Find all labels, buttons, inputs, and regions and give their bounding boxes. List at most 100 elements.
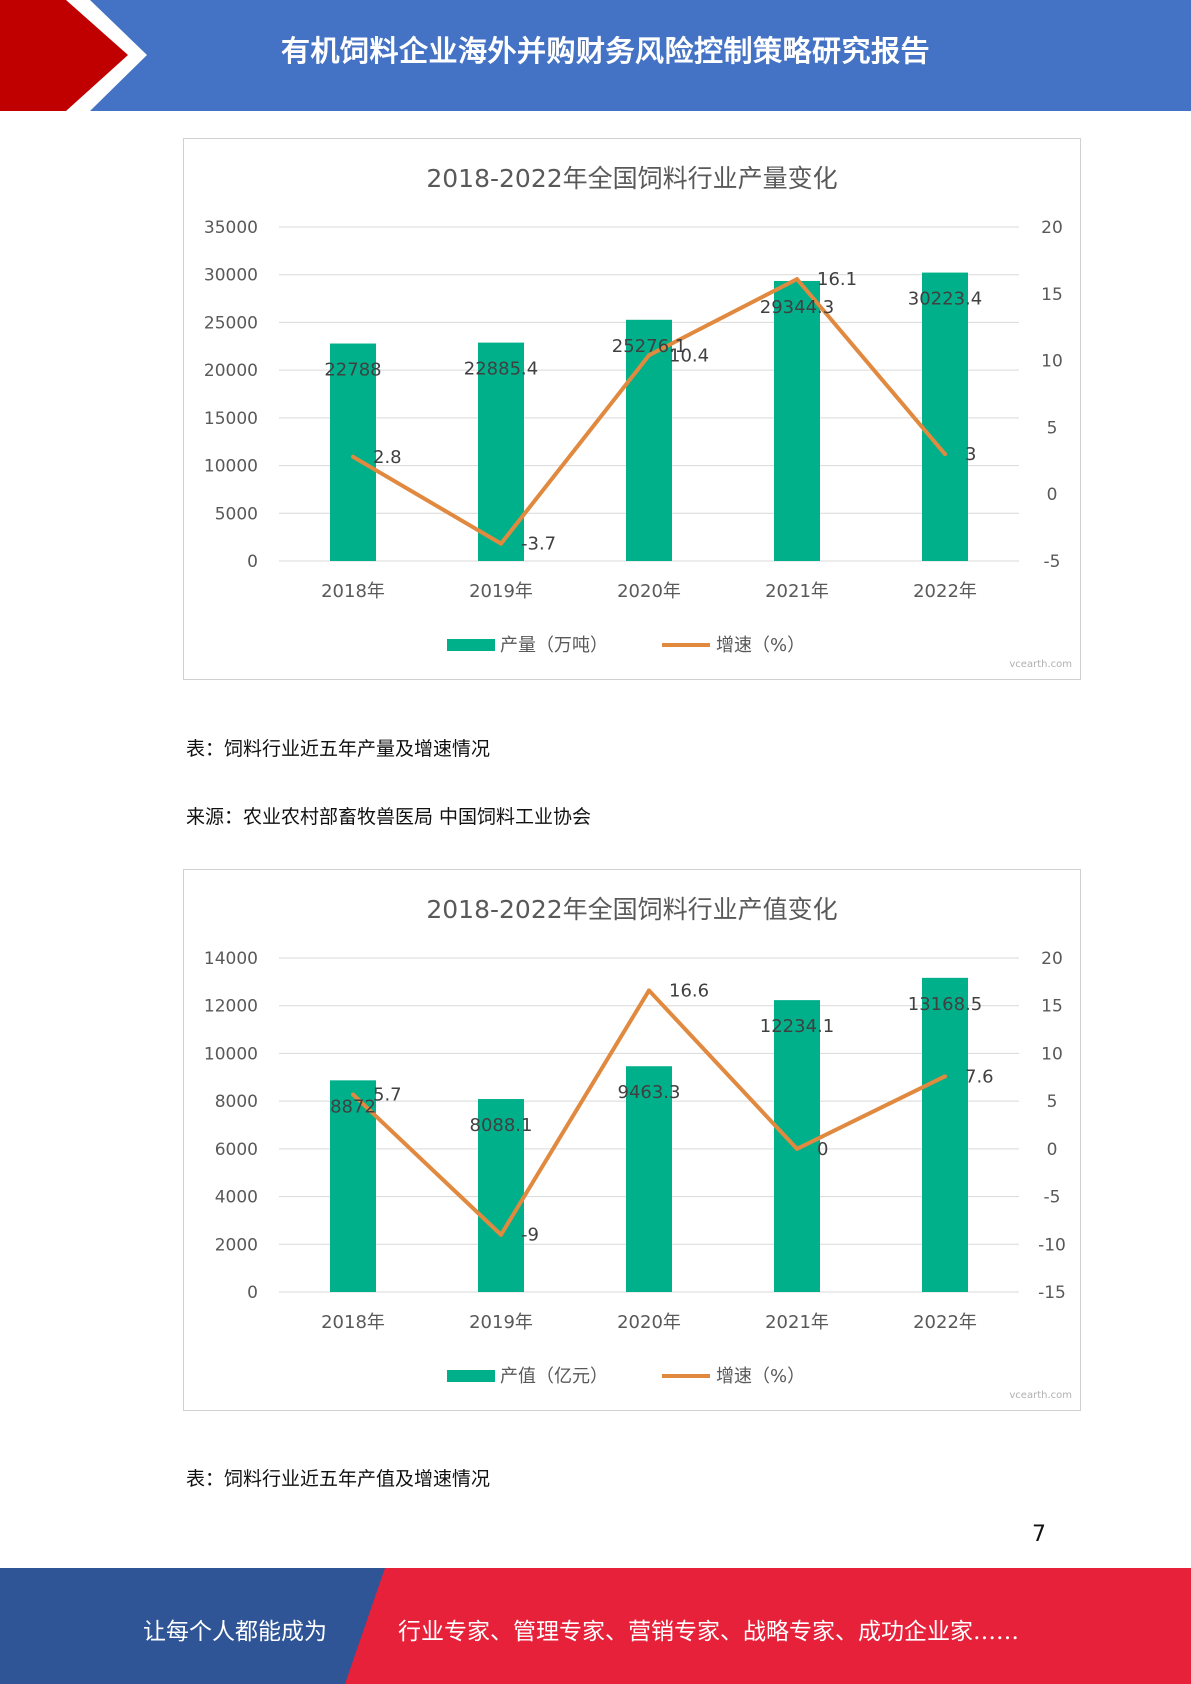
line-data-label: 0	[817, 1139, 828, 1160]
x-tick-label: 2022年	[913, 1312, 977, 1333]
bar	[330, 1080, 376, 1292]
y-left-tick-label: 0	[247, 1283, 258, 1303]
growth-point	[943, 1074, 947, 1079]
y-right-tick-label: 15	[1041, 997, 1063, 1017]
chart-output-value-svg: 2018-2022年全国饲料行业产值变化14000120001000080006…	[204, 895, 1072, 1401]
x-tick-label: 2021年	[765, 581, 829, 602]
chart-title: 2018-2022年全国饲料行业产值变化	[426, 895, 837, 924]
bar-data-label: 12234.1	[760, 1016, 834, 1037]
growth-point	[943, 452, 947, 457]
legend-label-line: 增速（%）	[716, 635, 805, 656]
y-left-tick-label: 35000	[204, 218, 258, 238]
y-right-tick-label: 0	[1047, 1140, 1058, 1160]
chart-output-value: 2018-2022年全国饲料行业产值变化 14000 12000 10000 8000 6…	[183, 869, 1081, 1411]
chart-title: 2018-2022年全国饲料行业产量变化	[426, 164, 837, 193]
bar	[922, 272, 968, 561]
y-left-tick-label: 5000	[215, 504, 258, 524]
bar	[626, 1066, 672, 1292]
legend-swatch-bar	[447, 1370, 495, 1382]
caption-table2: 表：饲料行业近五年产值及增速情况	[186, 1468, 491, 1490]
y-left-tick-label: 20000	[204, 361, 258, 381]
y-left-tick-label: 2000	[215, 1235, 258, 1255]
line-data-label: 3	[965, 444, 976, 465]
y-left-tick-label: 25000	[204, 313, 258, 333]
header-chevron	[0, 0, 147, 111]
y-right-tick-label: 5	[1047, 418, 1058, 438]
watermark-text: vcearth.com	[1009, 1390, 1072, 1401]
y-right-tick-label: -15	[1038, 1283, 1066, 1303]
bar-data-label: 8872	[330, 1096, 376, 1117]
growth-point	[795, 1146, 799, 1151]
watermark-text: vcearth.com	[1009, 659, 1072, 670]
y-right-tick-label: 20	[1041, 218, 1063, 238]
line-data-label: 16.6	[669, 980, 709, 1001]
y-right-tick-label: 20	[1041, 949, 1063, 969]
footer-slogan-right: 行业专家、管理专家、营销专家、战略专家、成功企业家……	[398, 1619, 1019, 1645]
x-tick-label: 2020年	[617, 1312, 681, 1333]
line-data-label: 10.4	[669, 345, 709, 366]
y-left-tick-label: 6000	[215, 1140, 258, 1160]
line-data-label: 16.1	[817, 269, 857, 290]
y-left-tick-label: 10000	[204, 1044, 258, 1064]
footer-background	[0, 1568, 1191, 1684]
bar	[774, 280, 820, 561]
y-left-tick-label: 4000	[215, 1188, 258, 1208]
line-data-label: -3.7	[521, 534, 556, 555]
line-data-label: 2.8	[373, 447, 402, 468]
bar-data-label: 22788	[324, 360, 381, 381]
chart-production: 2018-2022年全国饲料行业产量变化 35000 30000 25000 20000…	[183, 138, 1081, 680]
bar-data-label: 25276.1	[612, 336, 686, 357]
y-right-tick-label: -5	[1044, 552, 1061, 572]
y-left-tick-label: 12000	[204, 997, 258, 1017]
y-left-tick-label: 8000	[215, 1092, 258, 1112]
growth-point	[647, 988, 651, 993]
y-left-tick-label: 10000	[204, 457, 258, 477]
x-tick-label: 2018年	[321, 1312, 385, 1333]
line-data-label: 5.7	[373, 1084, 402, 1105]
page-header: 有机饲料企业海外并购财务风险控制策略研究报告	[0, 0, 1191, 111]
bar-data-label: 13168.5	[908, 994, 982, 1015]
caption-source1: 来源：农业农村部畜牧兽医局 中国饲料工业协会	[186, 806, 592, 828]
y-right-tick-label: 5	[1047, 1092, 1058, 1112]
growth-point	[351, 1092, 355, 1097]
line-data-label: 7.6	[965, 1066, 994, 1087]
x-tick-label: 2019年	[469, 581, 533, 602]
growth-point	[795, 277, 799, 282]
chart-production-svg: 2018-2022年全国饲料行业产量变化35000300002500020000…	[204, 164, 1072, 670]
bar	[626, 319, 672, 561]
bar-data-label: 8088.1	[470, 1115, 533, 1136]
growth-point	[351, 454, 355, 459]
legend-label-bar: 产量（万吨）	[500, 635, 608, 656]
bar-data-label: 22885.4	[464, 359, 538, 380]
line-data-label: -9	[521, 1225, 539, 1246]
legend-label-line: 增速（%）	[716, 1366, 805, 1387]
y-right-tick-label: 0	[1047, 485, 1058, 505]
y-right-tick-label: 10	[1041, 1044, 1063, 1064]
y-left-tick-label: 15000	[204, 409, 258, 429]
caption-table1: 表：饲料行业近五年产量及增速情况	[186, 738, 491, 760]
bar	[922, 977, 968, 1292]
growth-point	[647, 353, 651, 358]
x-tick-label: 2019年	[469, 1312, 533, 1333]
bar	[330, 343, 376, 561]
x-tick-label: 2020年	[617, 581, 681, 602]
footer-slogan-left: 让每个人都能成为	[143, 1619, 327, 1645]
growth-point	[499, 541, 503, 546]
bar-data-label: 29344.3	[760, 297, 834, 318]
x-tick-label: 2018年	[321, 581, 385, 602]
x-tick-label: 2021年	[765, 1312, 829, 1333]
y-right-tick-label: 15	[1041, 285, 1063, 305]
bar	[478, 1099, 524, 1292]
legend-swatch-bar	[447, 639, 495, 651]
page-number: 7	[1032, 1522, 1046, 1547]
bar-data-label: 30223.4	[908, 289, 982, 310]
bar-data-label: 9463.3	[618, 1082, 681, 1103]
y-left-tick-label: 0	[247, 552, 258, 572]
y-left-tick-label: 14000	[204, 949, 258, 969]
y-left-tick-label: 30000	[204, 266, 258, 286]
x-tick-label: 2022年	[913, 581, 977, 602]
y-right-tick-label: -10	[1038, 1235, 1066, 1255]
page-footer: 让每个人都能成为 行业专家、管理专家、营销专家、战略专家、成功企业家……	[0, 1568, 1191, 1684]
growth-point	[499, 1232, 503, 1237]
y-right-tick-label: -5	[1044, 1188, 1061, 1208]
